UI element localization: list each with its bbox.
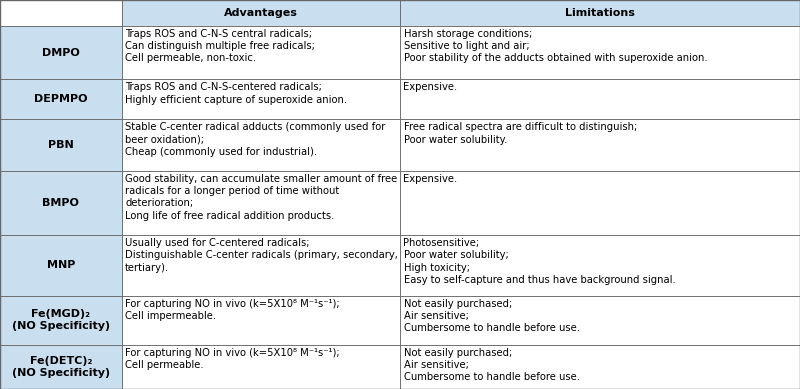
Bar <box>400 119 800 170</box>
Text: MNP: MNP <box>46 260 75 270</box>
Bar <box>400 235 800 296</box>
Text: Harsh storage conditions;
Sensitive to light and air;
Poor stability of the addu: Harsh storage conditions; Sensitive to l… <box>403 29 707 63</box>
Bar <box>400 0 800 26</box>
Bar <box>122 0 400 26</box>
Text: Expensive.: Expensive. <box>403 173 458 184</box>
Bar <box>0 170 122 235</box>
Bar <box>400 296 800 345</box>
Bar <box>0 119 122 170</box>
Text: BMPO: BMPO <box>42 198 79 208</box>
Bar <box>122 79 400 119</box>
Text: Expensive.: Expensive. <box>403 82 458 93</box>
Text: Photosensitive;
Poor water solubility;
High toxicity;
Easy to self-capture and t: Photosensitive; Poor water solubility; H… <box>403 238 675 285</box>
Bar <box>0 235 122 296</box>
Bar <box>0 345 122 389</box>
Bar <box>400 26 800 79</box>
Text: Traps ROS and C-N-S central radicals;
Can distinguish multiple free radicals;
Ce: Traps ROS and C-N-S central radicals; Ca… <box>125 29 315 63</box>
Bar <box>0 79 122 119</box>
Text: Good stability, can accumulate smaller amount of free
radicals for a longer peri: Good stability, can accumulate smaller a… <box>125 173 398 221</box>
Bar <box>400 79 800 119</box>
Bar <box>400 345 800 389</box>
Text: Stable C-center radical adducts (commonly used for
beer oxidation);
Cheap (commo: Stable C-center radical adducts (commonl… <box>125 122 386 157</box>
Bar <box>122 235 400 296</box>
Bar <box>122 119 400 170</box>
Bar <box>0 296 122 345</box>
Text: Free radical spectra are difficult to distinguish;
Poor water solubility.: Free radical spectra are difficult to di… <box>403 122 637 145</box>
Text: Limitations: Limitations <box>565 8 635 18</box>
Bar <box>122 26 400 79</box>
Text: PBN: PBN <box>48 140 74 150</box>
Bar <box>122 170 400 235</box>
Text: Usually used for C-centered radicals;
Distinguishable C-center radicals (primary: Usually used for C-centered radicals; Di… <box>125 238 398 273</box>
Text: Not easily purchased;
Air sensitive;
Cumbersome to handle before use.: Not easily purchased; Air sensitive; Cum… <box>403 298 579 333</box>
Text: Not easily purchased;
Air sensitive;
Cumbersome to handle before use.: Not easily purchased; Air sensitive; Cum… <box>403 348 579 382</box>
Text: Fe(DETC)₂
(NO Specificity): Fe(DETC)₂ (NO Specificity) <box>12 356 110 378</box>
Bar <box>400 170 800 235</box>
Text: DMPO: DMPO <box>42 47 80 58</box>
Bar <box>0 0 122 26</box>
Bar <box>0 26 122 79</box>
Text: DEPMPO: DEPMPO <box>34 94 87 104</box>
Text: For capturing NO in vivo (k=5X10⁸ M⁻¹s⁻¹);
Cell impermeable.: For capturing NO in vivo (k=5X10⁸ M⁻¹s⁻¹… <box>125 298 340 321</box>
Bar <box>122 296 400 345</box>
Text: Traps ROS and C-N-S-centered radicals;
Highly efficient capture of superoxide an: Traps ROS and C-N-S-centered radicals; H… <box>125 82 347 105</box>
Text: For capturing NO in vivo (k=5X10⁸ M⁻¹s⁻¹);
Cell permeable.: For capturing NO in vivo (k=5X10⁸ M⁻¹s⁻¹… <box>125 348 340 370</box>
Text: Fe(MGD)₂
(NO Specificity): Fe(MGD)₂ (NO Specificity) <box>12 309 110 331</box>
Bar <box>122 345 400 389</box>
Text: Advantages: Advantages <box>224 8 298 18</box>
